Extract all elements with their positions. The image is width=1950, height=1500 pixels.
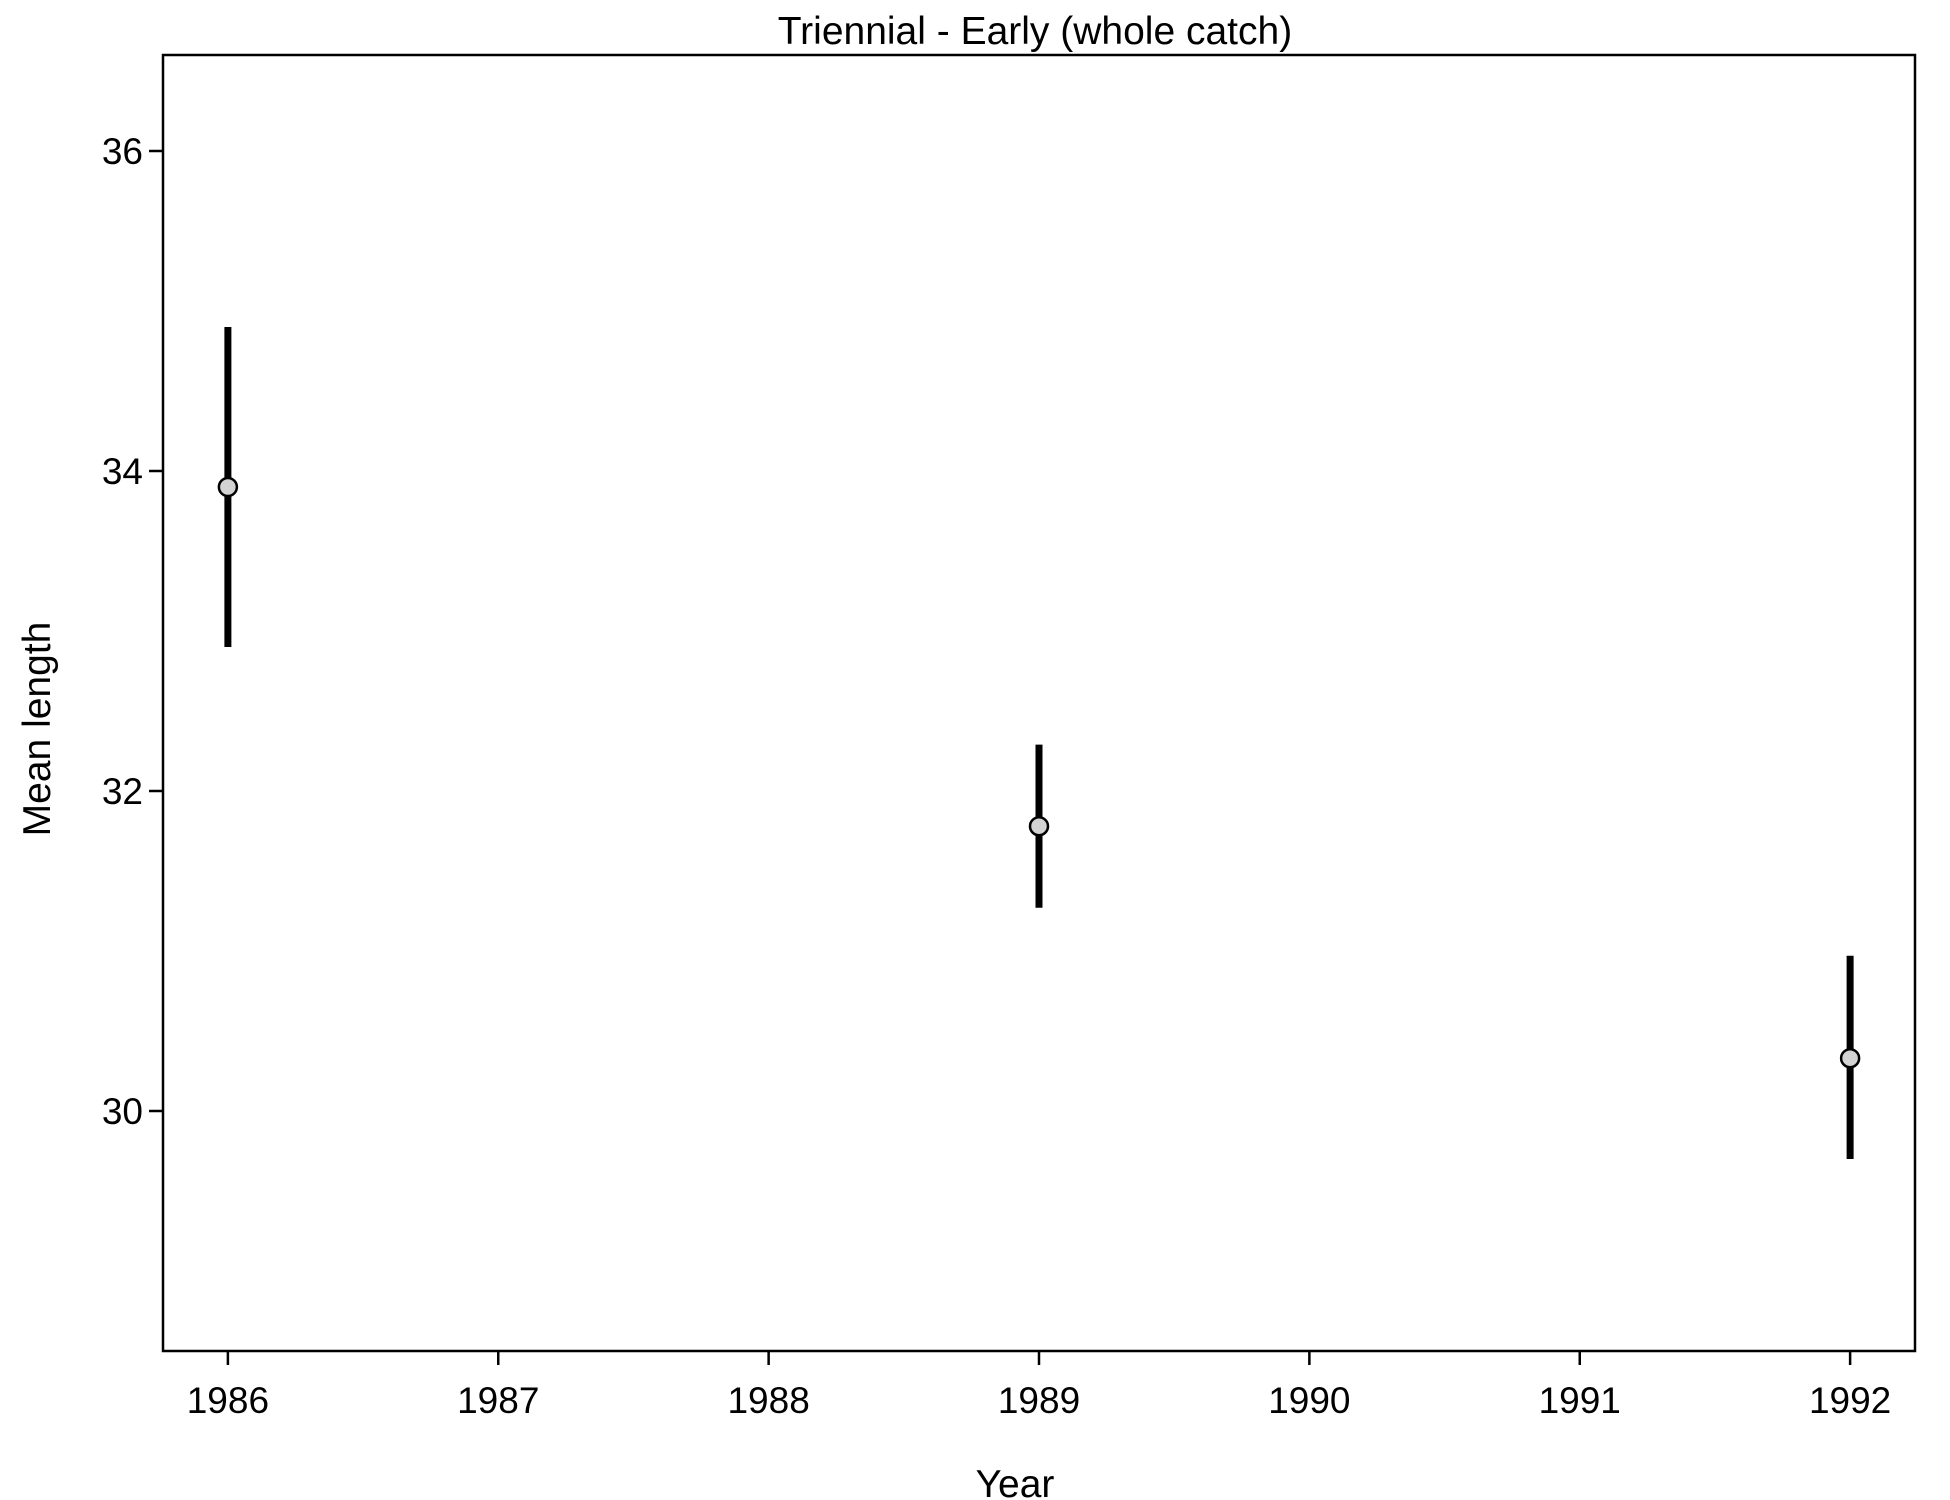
y-tick-label: 32: [102, 771, 143, 812]
data-point: [1028, 815, 1050, 837]
data-point: [1839, 1047, 1861, 1069]
plot-frame: [161, 53, 1917, 1353]
y-tick-label: 34: [102, 451, 143, 492]
y-axis-title: Mean length: [16, 622, 59, 837]
y-tick-label: 36: [102, 131, 143, 172]
x-tick-label: 1992: [1809, 1380, 1891, 1421]
x-tick-label: 1990: [1268, 1380, 1350, 1421]
x-tick-label: 1986: [187, 1380, 269, 1421]
x-axis: 1986 1987 1988 1989 1990 1991 1992: [187, 1351, 1891, 1421]
x-tick-label: 1987: [457, 1380, 539, 1421]
x-tick-label: 1988: [727, 1380, 809, 1421]
chart-title: Triennial - Early (whole catch): [778, 10, 1292, 53]
x-axis-title: Year: [976, 1463, 1055, 1500]
x-tick-label: 1989: [998, 1380, 1080, 1421]
data-marks: [217, 327, 1861, 1159]
y-tick-label: 30: [102, 1091, 143, 1132]
y-axis: 30 32 34 36: [102, 131, 163, 1132]
x-tick-label: 1991: [1539, 1380, 1621, 1421]
data-point: [217, 476, 239, 498]
